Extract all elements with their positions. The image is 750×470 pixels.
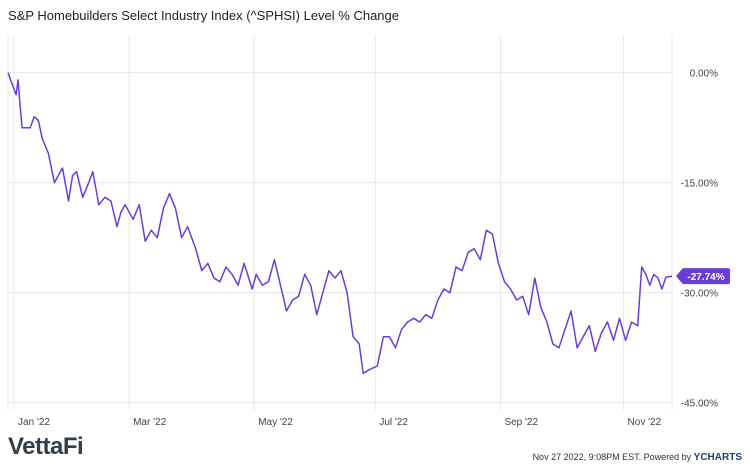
x-tick-label: May '22 [258,417,293,428]
x-tick-label: Sep '22 [504,417,538,428]
ycharts-brand: YCHARTS [693,452,742,463]
y-tick-label: 0.00% [690,69,718,80]
y-tick-label: -30.00% [681,289,718,300]
vettafi-logo: VettaFi [8,433,84,460]
y-tick-label: -15.00% [681,179,718,190]
last-value-label: -27.74% [687,272,724,283]
y-tick-label: -45.00% [681,399,718,410]
last-value-pointer [676,269,682,284]
chart-title: S&P Homebuilders Select Industry Index (… [8,8,399,23]
series-line [7,72,673,375]
x-tick-label: Jan '22 [18,417,50,428]
x-tick-label: Mar '22 [133,417,166,428]
timestamp-text: Nov 27 2022, 9:08PM EST. Powered by [532,452,694,462]
footer-credit: Nov 27 2022, 9:08PM EST. Powered by YCHA… [533,452,742,463]
x-tick-label: Nov '22 [628,417,662,428]
last-value-badge [682,268,730,285]
x-tick-label: Jul '22 [379,417,408,428]
